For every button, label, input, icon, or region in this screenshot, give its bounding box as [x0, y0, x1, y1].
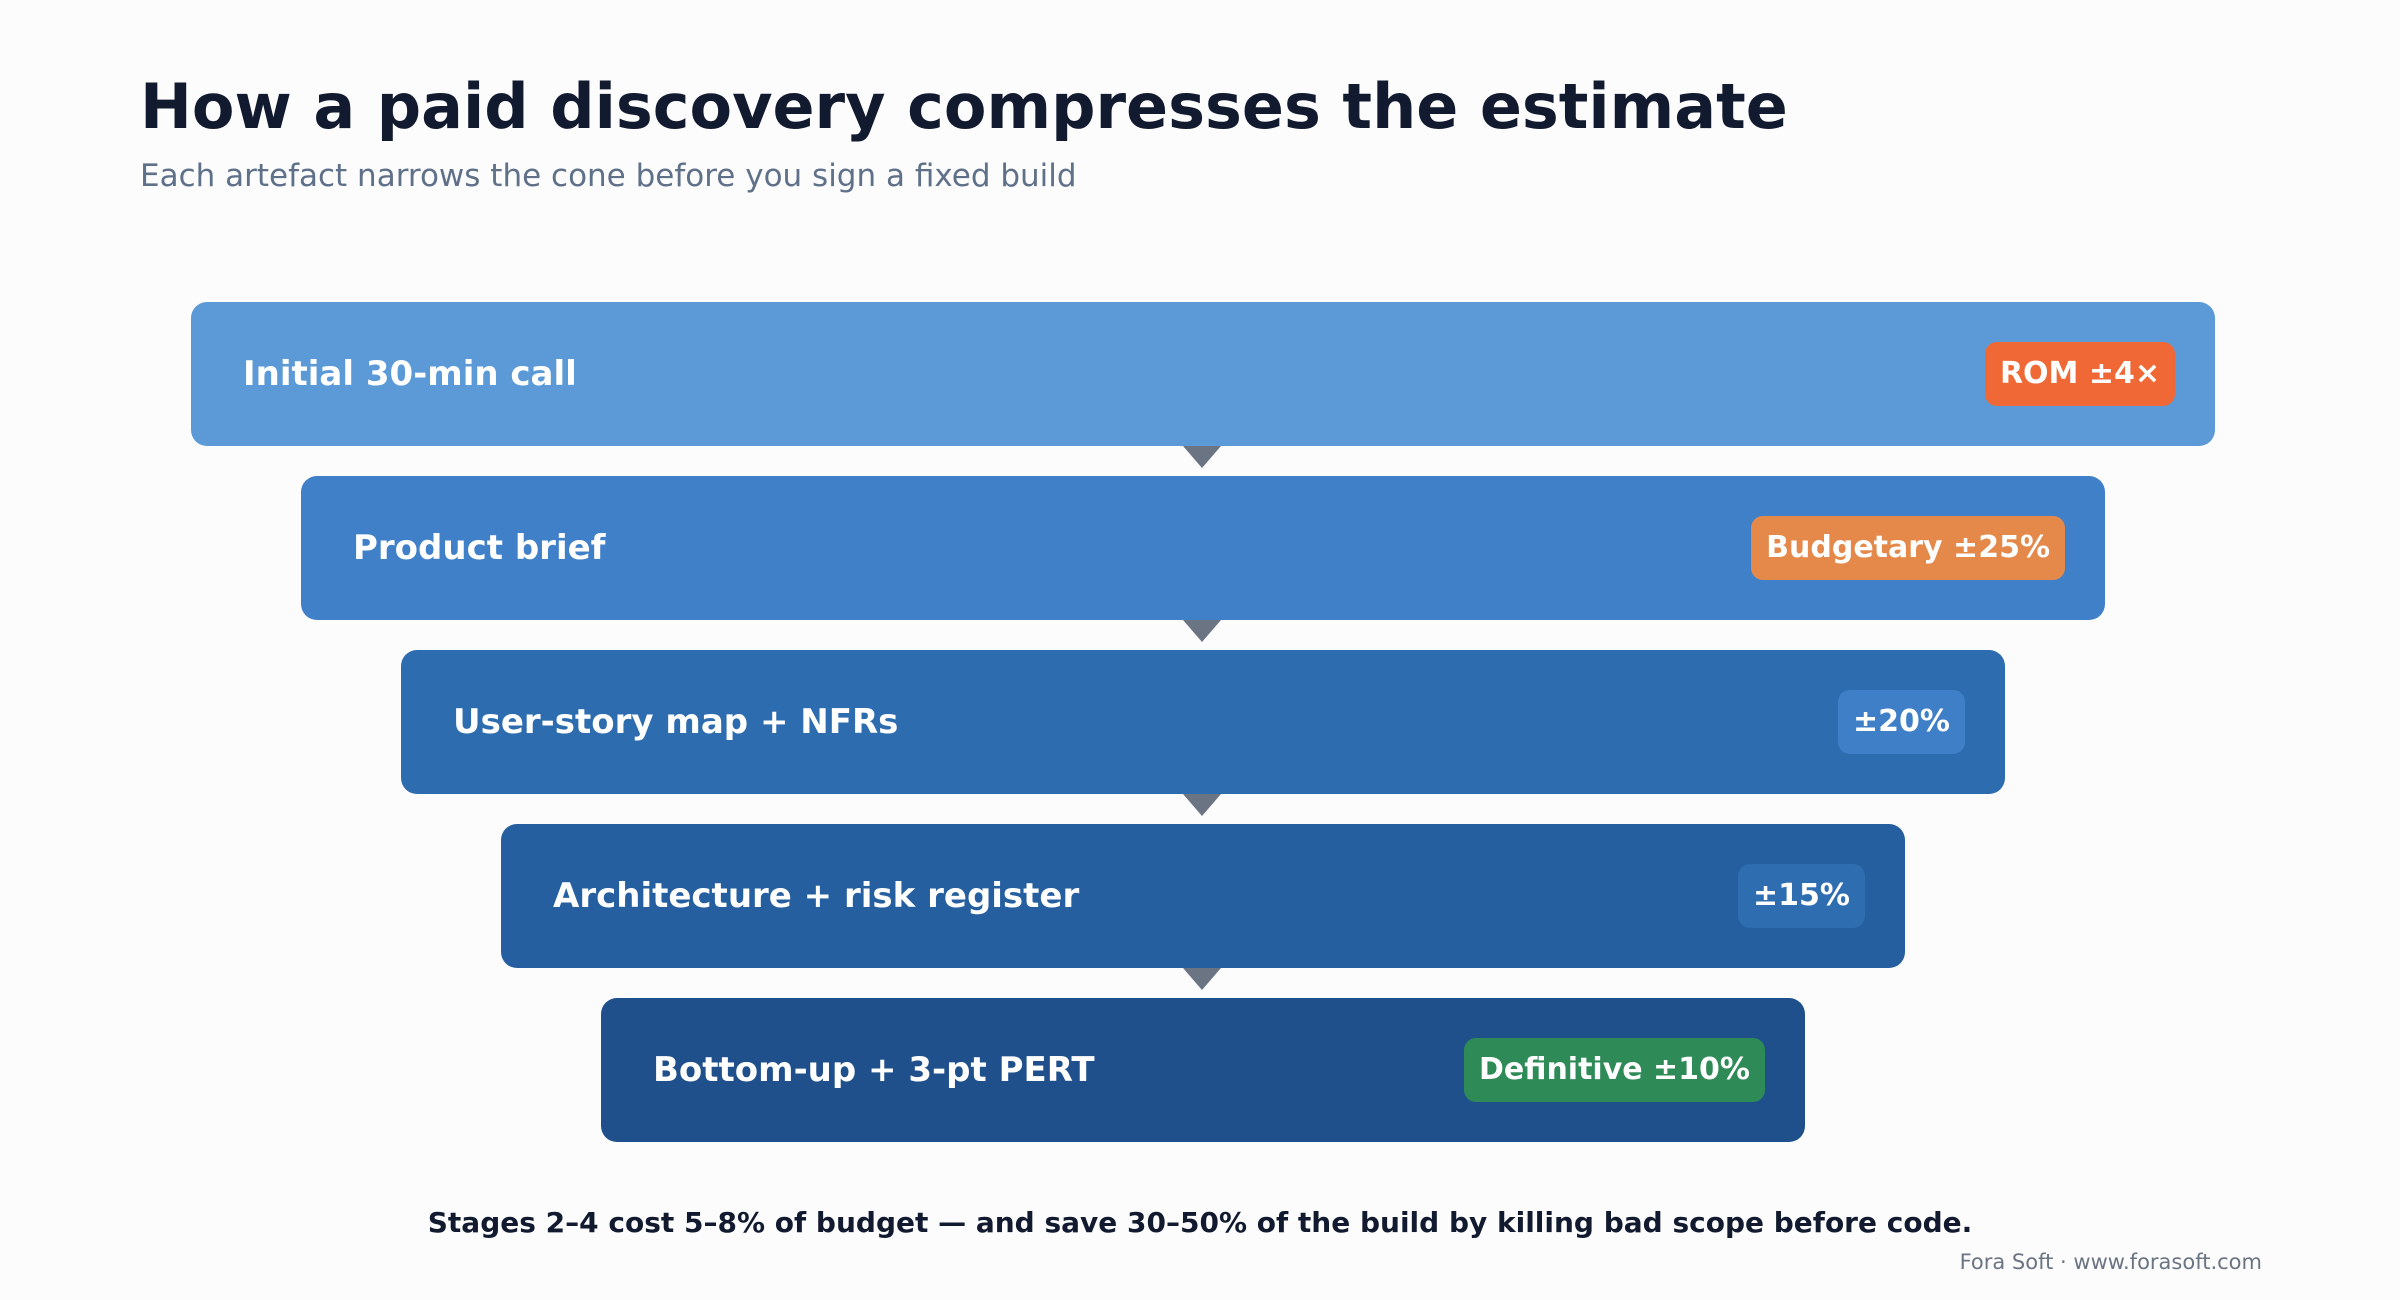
stage-user-story-map: User-story map + NFRs ±20%: [401, 650, 2005, 794]
accuracy-badge: ±20%: [1838, 690, 1965, 754]
stage-label: Product brief: [353, 528, 606, 568]
stage-initial-call: Initial 30-min call ROM ±4×: [191, 302, 2215, 446]
accuracy-badge: Budgetary ±25%: [1751, 516, 2065, 580]
accuracy-badge: Definitive ±10%: [1463, 1038, 1765, 1102]
down-arrow-icon: [1183, 446, 1221, 468]
stage-label: Bottom-up + 3-pt PERT: [653, 1050, 1095, 1090]
stage-product-brief: Product brief Budgetary ±25%: [301, 476, 2105, 620]
footnote: Stages 2–4 cost 5–8% of budget — and sav…: [427, 1206, 1973, 1239]
down-arrow-icon: [1183, 794, 1221, 816]
stage-architecture: Architecture + risk register ±15%: [501, 824, 1905, 968]
accuracy-badge: ±15%: [1738, 864, 1865, 928]
page-subtitle: Each artefact narrows the cone before yo…: [140, 158, 1077, 194]
stage-label: User-story map + NFRs: [453, 702, 899, 742]
down-arrow-icon: [1183, 968, 1221, 990]
stage-label: Initial 30-min call: [243, 354, 577, 394]
credit: Fora Soft · www.forasoft.com: [1959, 1250, 2262, 1274]
accuracy-badge: ROM ±4×: [1984, 342, 2175, 406]
down-arrow-icon: [1183, 620, 1221, 642]
stage-bottom-up: Bottom-up + 3-pt PERT Definitive ±10%: [601, 998, 1805, 1142]
page-title: How a paid discovery compresses the esti…: [140, 70, 1788, 143]
stage-label: Architecture + risk register: [553, 876, 1080, 916]
